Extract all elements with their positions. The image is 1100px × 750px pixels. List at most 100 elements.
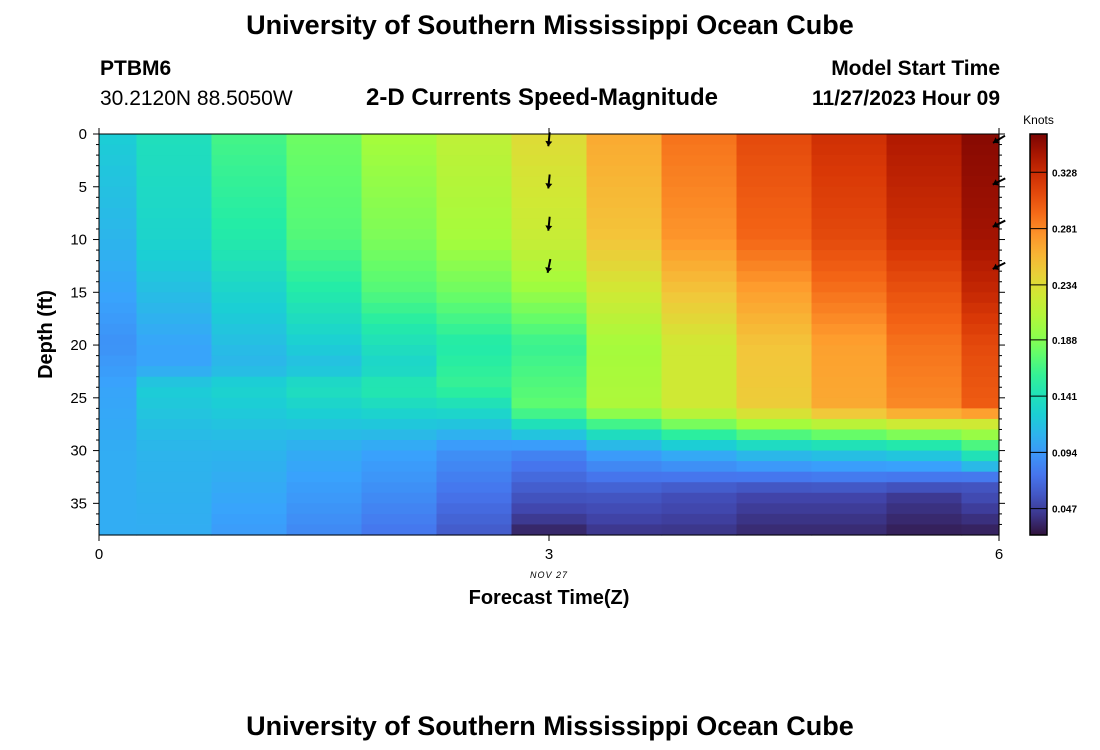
heatmap-cell [811, 492, 888, 504]
heatmap-cell [286, 176, 363, 188]
heatmap-cell [736, 197, 813, 209]
heatmap-cell [961, 482, 1000, 494]
heatmap-cell [136, 524, 213, 536]
heatmap-cell [361, 292, 438, 304]
heatmap-cell [99, 482, 138, 494]
heatmap-cell [361, 524, 438, 536]
model-start-label: Model Start Time [831, 57, 1000, 80]
heatmap-cell [99, 429, 138, 441]
heatmap-cell [136, 239, 213, 251]
heatmap-cell [436, 429, 513, 441]
chart-axes: 0 5 10 15 20 25 30 35 0 3 6 NOV 27 Forecast Time(Z) D… [35, 126, 1005, 609]
heatmap-cell [286, 334, 363, 346]
heatmap-cell [961, 186, 1000, 198]
heatmap-cell [436, 345, 513, 357]
heatmap-cell [286, 408, 363, 420]
heatmap-cell [661, 323, 738, 336]
heatmap-cell [511, 450, 588, 462]
heatmap-cell [436, 134, 513, 146]
heatmap-cell [211, 397, 288, 409]
heatmap-cell [436, 450, 513, 462]
heatmap-cell [736, 397, 813, 409]
heatmap-cell [586, 144, 663, 156]
heatmap-cell [661, 461, 738, 473]
heatmap-cell [436, 302, 513, 314]
heatmap-cell [286, 461, 363, 473]
heatmap-cell [736, 144, 813, 156]
heatmap-cell [736, 440, 813, 452]
heatmap-cell [661, 176, 738, 188]
heatmap-cell [436, 271, 513, 283]
heatmap-cell [211, 482, 288, 494]
y-tick-label: 35 [70, 495, 87, 512]
heatmap-cell [736, 345, 813, 357]
colorbar: 0.047 0.094 0.141 0.188 0.234 0.281 0.328 Knots [1023, 113, 1077, 536]
colorbar-tick-label: 0.234 [1052, 281, 1077, 292]
heatmap-cell [436, 334, 513, 346]
heatmap-cell [511, 429, 588, 441]
heatmap-cell [361, 513, 438, 526]
heatmap-cell [136, 292, 213, 304]
heatmap-cell [436, 250, 513, 262]
heatmap-cell [286, 207, 363, 220]
heatmap-cell [99, 408, 138, 420]
heatmap-cell [436, 323, 513, 336]
heatmap-cell [661, 334, 738, 346]
heatmap-cell [961, 418, 1000, 431]
heatmap-cell [211, 345, 288, 357]
heatmap-cell [811, 176, 888, 188]
heatmap-cell [961, 218, 1000, 230]
heatmap-cell [886, 207, 963, 220]
heatmap-cell [136, 218, 213, 230]
x-tick-label: 3 [545, 546, 553, 563]
heatmap-cell [211, 387, 288, 399]
heatmap-cell [286, 292, 363, 304]
heatmap-cell [886, 397, 963, 409]
heatmap-cell [511, 418, 588, 431]
heatmap-cell [886, 144, 963, 156]
heatmap-cell [586, 418, 663, 431]
heatmap-cell [136, 197, 213, 209]
heatmap-cell [361, 429, 438, 441]
heatmap-cell [99, 144, 138, 156]
heatmap-cell [586, 366, 663, 378]
heatmap-cell [886, 302, 963, 314]
heatmap-cell [661, 482, 738, 494]
heatmap-cell [811, 228, 888, 241]
y-tick-label: 10 [70, 232, 87, 249]
heatmap-cell [586, 450, 663, 462]
heatmap-cell [811, 281, 888, 293]
heatmap-cell [99, 366, 138, 378]
heatmap-cell [511, 376, 588, 388]
heatmap-cell [136, 334, 213, 346]
heatmap-cell [211, 197, 288, 209]
heatmap-cell [586, 524, 663, 536]
heatmap-cell [811, 323, 888, 336]
heatmap-cell [99, 345, 138, 357]
heatmap-cell [811, 418, 888, 431]
heatmap-cell [436, 513, 513, 526]
heatmap-cell [886, 155, 963, 167]
heatmap-cell [211, 524, 288, 536]
heatmap-cell [511, 397, 588, 409]
heatmap-cell [736, 524, 813, 536]
heatmap-cell [736, 323, 813, 336]
heatmap-cell [436, 197, 513, 209]
heatmap-cell [886, 197, 963, 209]
heatmap-cell [99, 176, 138, 188]
heatmap-cell [811, 471, 888, 483]
heatmap-cell [511, 313, 588, 325]
heatmap-cell [361, 482, 438, 494]
heatmap-cells [99, 134, 1000, 536]
colorbar-tick-label: 0.094 [1052, 448, 1077, 459]
heatmap-cell [586, 429, 663, 441]
heatmap-cell [586, 461, 663, 473]
heatmap-cell [811, 429, 888, 441]
heatmap-cell [436, 461, 513, 473]
heatmap-cell [99, 397, 138, 409]
heatmap-cell [136, 366, 213, 378]
heatmap-cell [511, 513, 588, 526]
heatmap-cell [961, 250, 1000, 262]
heatmap-cell [961, 450, 1000, 462]
heatmap-cell [436, 440, 513, 452]
